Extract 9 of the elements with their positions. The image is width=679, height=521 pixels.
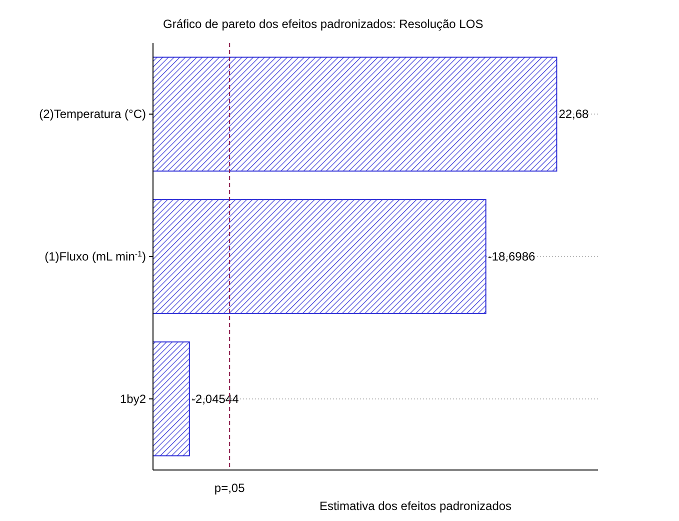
y-tick-label: (2)Temperatura (°C) <box>39 107 146 122</box>
y-tick-label: 1by2 <box>120 392 146 406</box>
x-axis-title: Estimativa dos efeitos padronizados <box>319 499 512 513</box>
data-label: 22,68 <box>558 107 590 122</box>
data-label: -18,6986 <box>488 250 536 264</box>
y-tick-label: (1)Fluxo (mL min$^{-1}$) <box>44 249 146 264</box>
data-label: -2,04544 <box>191 392 240 406</box>
chart-title: Gráfico de pareto dos efeitos padronizados: Resolução LOS <box>163 17 484 31</box>
ref-line-label: p=,05 <box>214 481 246 495</box>
